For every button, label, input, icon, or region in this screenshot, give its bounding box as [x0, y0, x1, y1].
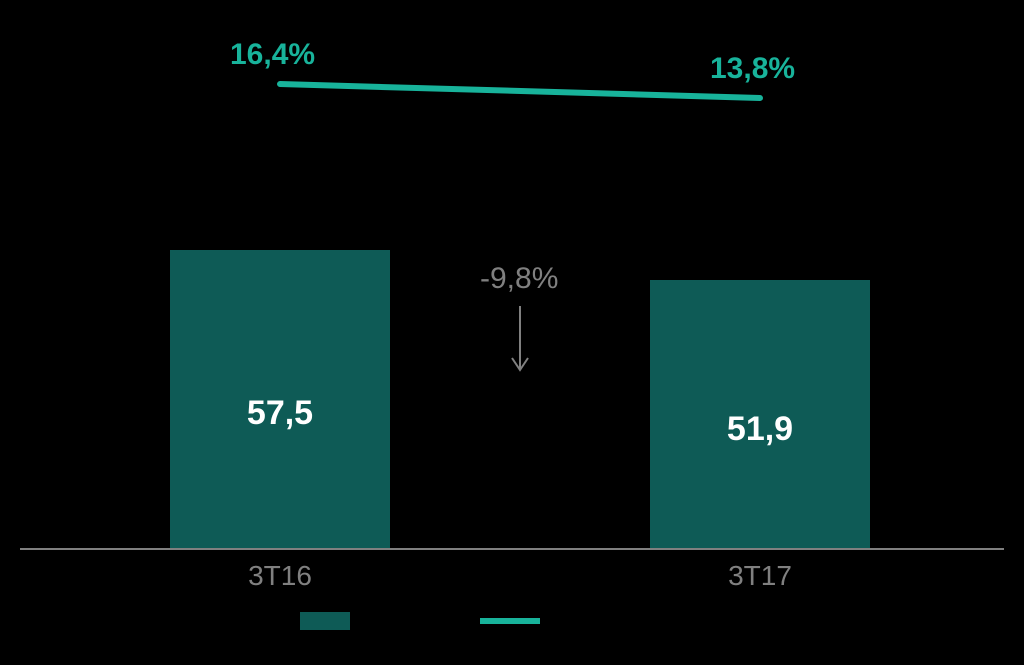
bar-0: 57,5	[170, 250, 390, 550]
delta-arrow-head	[512, 358, 528, 370]
bar-1: 51,9	[650, 280, 870, 550]
bar-label-0: 57,5	[170, 394, 390, 433]
bar-label-1: 51,9	[650, 410, 870, 449]
x-axis-label-1: 3T17	[660, 560, 860, 592]
chart-plot-area: 16,4% 13,8% -9,8% 57,5 51,9	[20, 0, 1004, 550]
delta-label: -9,8%	[480, 262, 558, 296]
x-axis-label-0: 3T16	[180, 560, 380, 592]
legend-bar-swatch	[300, 612, 350, 630]
line-point-label-0: 16,4%	[230, 38, 315, 72]
legend-line-swatch	[480, 618, 540, 624]
line-point-label-1: 13,8%	[710, 52, 795, 86]
x-axis-line	[20, 548, 1004, 550]
line-segment	[280, 84, 760, 98]
